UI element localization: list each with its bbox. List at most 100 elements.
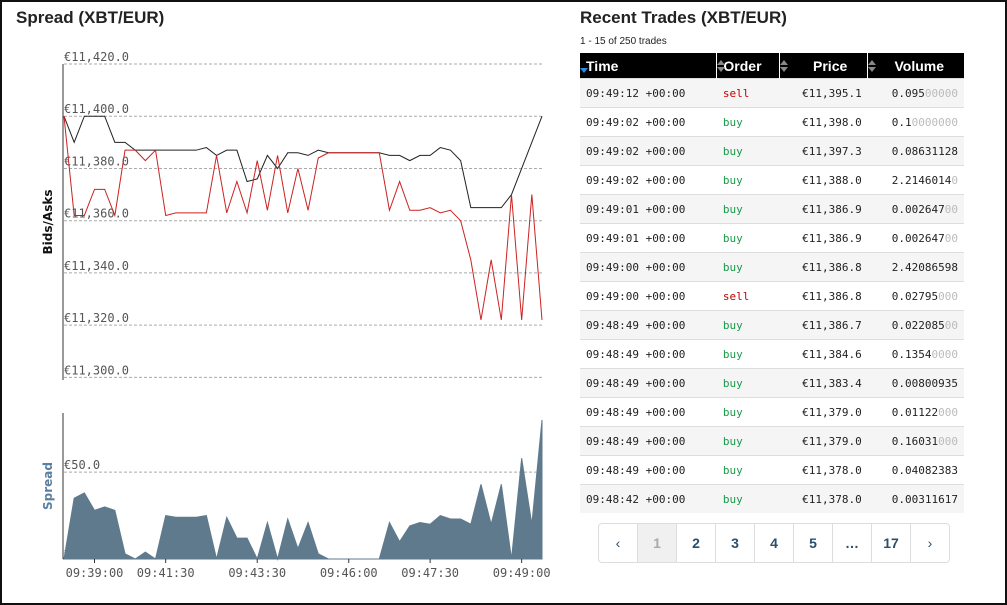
trade-time: 09:49:01 +00:00 [580, 223, 717, 253]
trade-time: 09:49:02 +00:00 [580, 136, 717, 166]
trade-volume: 0.16031000 [867, 426, 964, 456]
trade-volume: 0.02208500 [867, 310, 964, 340]
trade-order: buy [716, 223, 780, 253]
page-button[interactable]: 1 [637, 524, 676, 562]
y-tick-label: €11,400.0 [64, 102, 129, 116]
trade-order: buy [716, 368, 780, 398]
trade-row: 09:49:00 +00:00 buy €11,386.8 2.42086598 [580, 252, 964, 282]
y-tick-label: €11,380.0 [64, 154, 129, 168]
trade-order: buy [716, 107, 780, 137]
trade-volume: 0.01122000 [867, 397, 964, 427]
trade-price: €11,386.7 [779, 310, 868, 340]
trade-time: 09:48:49 +00:00 [580, 368, 717, 398]
trade-order: buy [716, 136, 780, 166]
page-button[interactable]: 4 [754, 524, 793, 562]
page-button[interactable]: 17 [871, 524, 910, 562]
charts: Bids/Asks €11,300.0 €11,320.0 €11,340.0 €11,… [41, 50, 551, 580]
trade-order: buy [716, 397, 780, 427]
trade-volume: 2.42086598 [867, 252, 964, 282]
trade-row: 09:49:02 +00:00 buy €11,397.3 0.08631128 [580, 136, 964, 166]
y-axis-label: Spread [41, 462, 55, 510]
trades-table: Time Order Price Volume 09:49:12 +00:00 sell €… [580, 53, 964, 513]
trade-time: 09:48:49 +00:00 [580, 310, 717, 340]
trade-price: €11,397.3 [779, 136, 868, 166]
trade-row: 09:49:12 +00:00 sell €11,395.1 0.09500000 [580, 78, 964, 108]
trade-price: €11,386.8 [779, 252, 868, 282]
line [63, 116, 543, 321]
trade-row: 09:48:49 +00:00 buy €11,383.4 0.00800935 [580, 368, 964, 398]
trade-row: 09:48:42 +00:00 buy €11,378.0 0.00311617 [580, 484, 964, 513]
x-tick-label: 09:47:30 [401, 566, 459, 580]
trade-price: €11,378.0 [779, 484, 868, 513]
y-tick-label: €11,420.0 [64, 50, 129, 64]
trade-volume: 0.13540000 [867, 339, 964, 369]
page-button[interactable]: 2 [676, 524, 715, 562]
y-tick-label: €50.0 [64, 458, 100, 472]
trade-order: buy [716, 310, 780, 340]
trade-volume: 0.08631128 [867, 136, 964, 166]
trade-row: 09:48:49 +00:00 buy €11,379.0 0.01122000 [580, 397, 964, 427]
trade-price: €11,379.0 [779, 397, 868, 427]
x-tick-label: 09:46:00 [320, 566, 378, 580]
trade-time: 09:49:01 +00:00 [580, 194, 717, 224]
page-button[interactable]: … [832, 524, 871, 562]
column-header[interactable]: Time [580, 53, 717, 79]
trade-volume: 0.00264700 [867, 223, 964, 253]
trade-row: 09:49:02 +00:00 buy €11,388.0 2.21460140 [580, 165, 964, 195]
trade-order: sell [716, 281, 780, 311]
trade-volume: 0.00311617 [867, 484, 964, 513]
trades-title: Recent Trades (XBT/EUR) [580, 8, 787, 27]
trade-volume: 0.00800935 [867, 368, 964, 398]
trade-time: 09:48:49 +00:00 [580, 426, 717, 456]
trade-time: 09:48:49 +00:00 [580, 397, 717, 427]
trade-time: 09:48:42 +00:00 [580, 484, 717, 513]
trade-price: €11,398.0 [779, 107, 868, 137]
trade-order: buy [716, 484, 780, 513]
page-button[interactable]: 5 [793, 524, 832, 562]
trade-time: 09:49:02 +00:00 [580, 165, 717, 195]
trade-time: 09:49:00 +00:00 [580, 252, 717, 282]
y-tick-label: €11,300.0 [64, 363, 129, 377]
trade-row: 09:49:02 +00:00 buy €11,398.0 0.10000000 [580, 107, 964, 137]
trade-price: €11,384.6 [779, 339, 868, 369]
trade-time: 09:48:49 +00:00 [580, 339, 717, 369]
trade-order: buy [716, 165, 780, 195]
column-header[interactable]: Price [779, 53, 868, 79]
trade-time: 09:49:12 +00:00 [580, 78, 717, 108]
trade-volume: 0.09500000 [867, 78, 964, 108]
trade-price: €11,386.9 [779, 223, 868, 253]
x-tick-label: 09:39:00 [66, 566, 124, 580]
area [63, 419, 543, 561]
trade-volume: 0.10000000 [867, 107, 964, 137]
trade-price: €11,386.8 [779, 281, 868, 311]
trade-price: €11,378.0 [779, 455, 868, 485]
page-button[interactable]: › [910, 524, 949, 562]
trade-order: buy [716, 426, 780, 456]
line [63, 115, 543, 209]
trade-price: €11,388.0 [779, 165, 868, 195]
trade-time: 09:49:02 +00:00 [580, 107, 717, 137]
trade-order: buy [716, 252, 780, 282]
trade-price: €11,386.9 [779, 194, 868, 224]
x-tick-label: 09:41:30 [137, 566, 195, 580]
trade-row: 09:48:49 +00:00 buy €11,378.0 0.04082383 [580, 455, 964, 485]
trade-volume: 0.00264700 [867, 194, 964, 224]
trade-row: 09:48:49 +00:00 buy €11,386.7 0.02208500 [580, 310, 964, 340]
x-tick-label: 09:49:00 [493, 566, 551, 580]
trade-price: €11,383.4 [779, 368, 868, 398]
trade-volume: 0.02795000 [867, 281, 964, 311]
y-axis-label: Bids/Asks [41, 190, 55, 255]
column-header[interactable]: Volume [867, 53, 964, 79]
column-header[interactable]: Order [716, 53, 780, 79]
pagination: ‹ 1 2 3 4 5… 17 › [598, 523, 950, 563]
trade-time: 09:49:00 +00:00 [580, 281, 717, 311]
trade-time: 09:48:49 +00:00 [580, 455, 717, 485]
page-button[interactable]: 3 [715, 524, 754, 562]
trade-row: 09:49:00 +00:00 sell €11,386.8 0.02795000 [580, 281, 964, 311]
trade-price: €11,395.1 [779, 78, 868, 108]
trade-order: sell [716, 78, 780, 108]
page-button[interactable]: ‹ [615, 535, 621, 551]
trade-row: 09:48:49 +00:00 buy €11,384.6 0.13540000 [580, 339, 964, 369]
trade-row: 09:48:49 +00:00 buy €11,379.0 0.16031000 [580, 426, 964, 456]
